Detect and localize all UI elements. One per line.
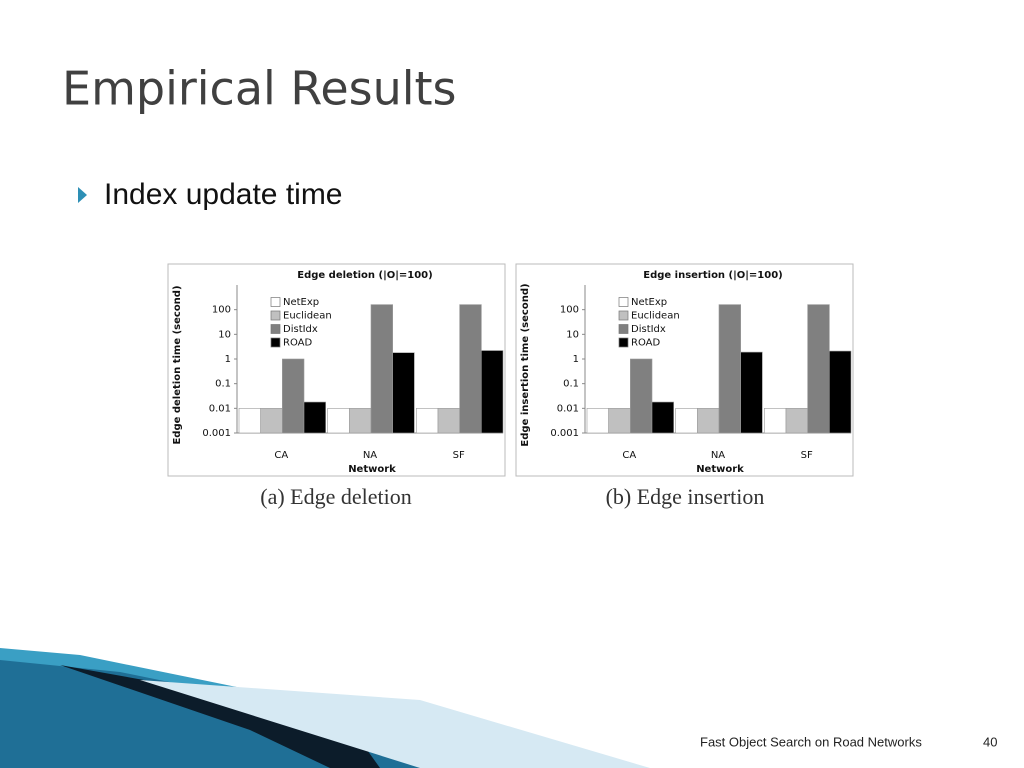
legend-swatch [270, 310, 281, 321]
bar [437, 408, 460, 434]
x-tick-label: CA [274, 450, 288, 461]
legend-label: DistIdx [283, 324, 318, 335]
bar [764, 408, 787, 434]
x-tick-label: NA [711, 450, 725, 461]
bar [416, 408, 439, 434]
bar [282, 358, 305, 434]
bar [238, 408, 261, 434]
bar [459, 304, 482, 434]
bar [785, 408, 808, 434]
bar [260, 408, 283, 434]
y-tick-label: 10 [566, 329, 579, 340]
y-tick-label: 0.01 [557, 403, 579, 414]
y-tick-label: 100 [560, 305, 579, 316]
y-tick-label: 10 [218, 329, 231, 340]
bullet-icon [78, 187, 87, 203]
x-axis-label: Network [696, 464, 744, 475]
bar [718, 304, 741, 434]
bar [651, 401, 674, 434]
legend-swatch [270, 337, 281, 348]
bar [586, 408, 609, 434]
legend-label: ROAD [631, 338, 660, 349]
bar [697, 408, 720, 434]
y-tick-label: 0.1 [215, 379, 231, 390]
legend-label: Euclidean [631, 311, 680, 322]
legend-label: NetExp [283, 297, 319, 308]
legend-label: ROAD [283, 338, 312, 349]
legend-swatch [618, 337, 629, 348]
x-axis-label: Network [348, 464, 396, 475]
decoration [60, 665, 380, 768]
caption: (a) Edge deletion [260, 484, 412, 509]
bar [370, 304, 393, 434]
y-tick-label: 100 [212, 305, 231, 316]
legend-swatch [618, 324, 629, 334]
x-tick-label: SF [453, 450, 465, 461]
bar [829, 350, 852, 434]
bar [303, 401, 326, 434]
chart-frame [515, 263, 854, 477]
y-tick-label: 0.1 [563, 379, 579, 390]
bar [630, 358, 653, 434]
legend-swatch [270, 324, 281, 334]
y-axis-label: Edge deletion time (second) [172, 285, 183, 444]
x-tick-label: CA [622, 450, 636, 461]
legend-label: DistIdx [631, 324, 666, 335]
bar [392, 352, 415, 434]
bar [807, 304, 830, 434]
decoration [140, 680, 650, 768]
y-tick-label: 0.001 [202, 428, 231, 439]
y-tick-label: 0.001 [550, 428, 579, 439]
bar [740, 351, 763, 434]
bar [481, 350, 504, 434]
x-tick-label: SF [801, 450, 813, 461]
bar [327, 408, 350, 434]
y-tick-label: 1 [573, 354, 579, 365]
chart-title: Edge insertion (|O|=100) [643, 270, 783, 281]
slide-title: Empirical Results [62, 62, 457, 116]
bar [608, 408, 631, 434]
x-tick-label: NA [363, 450, 377, 461]
y-tick-label: 0.01 [209, 403, 231, 414]
y-tick-label: 1 [225, 354, 231, 365]
caption: (b) Edge insertion [606, 484, 765, 509]
bullet-text: Index update time [104, 178, 343, 211]
legend-swatch [270, 297, 281, 307]
bar [675, 408, 698, 434]
page-number: 40 [983, 734, 997, 749]
bar [349, 408, 372, 434]
chart-frame [167, 263, 506, 477]
chart-title: Edge deletion (|O|=100) [297, 270, 432, 281]
y-axis-label: Edge insertion time (second) [520, 283, 531, 446]
legend-label: Euclidean [283, 311, 332, 322]
legend-label: NetExp [631, 297, 667, 308]
legend-swatch [618, 297, 629, 307]
footer: Fast Object Search on Road Networks [700, 734, 922, 749]
legend-swatch [618, 310, 629, 321]
